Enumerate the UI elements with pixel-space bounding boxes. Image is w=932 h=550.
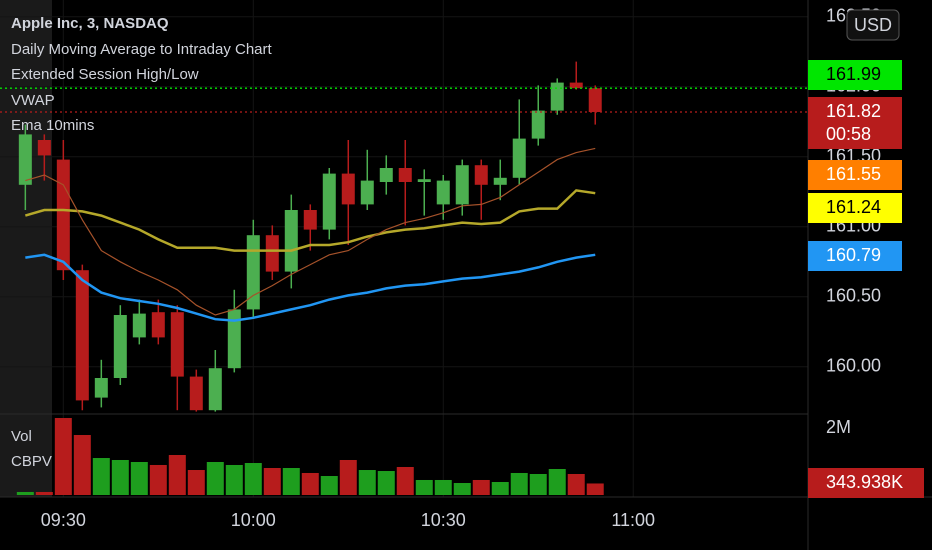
volume-bar: [339, 459, 357, 495]
legend-entry: Vol: [11, 428, 32, 445]
volume-bar: [187, 470, 205, 495]
volume-bar: [92, 458, 110, 495]
candle-body: [531, 110, 545, 139]
volume-bar: [472, 479, 490, 495]
volume-bar: [149, 464, 167, 495]
price-tag: [808, 241, 902, 271]
volume-bar: [491, 482, 509, 495]
candle-body: [227, 309, 241, 369]
candle-body: [550, 82, 564, 111]
chart-title: Apple Inc, 3, NASDAQ: [11, 15, 169, 32]
volume-bar: [263, 468, 281, 495]
volume-bar: [320, 476, 338, 495]
candle-body: [569, 82, 583, 89]
y-tick-label: 160.50: [826, 286, 881, 306]
price-tag-label: 160.79: [826, 245, 881, 265]
candle-body: [417, 179, 431, 182]
price-tag: [808, 60, 902, 90]
volume-bar: [206, 462, 224, 495]
candle-body: [246, 235, 260, 310]
volume-bar: [453, 483, 471, 495]
candle-body: [588, 88, 602, 112]
candle-body: [37, 140, 51, 156]
candle-body: [18, 134, 32, 185]
volume-bar: [358, 470, 376, 495]
candle-body: [284, 210, 298, 272]
legend-entry: VWAP: [11, 92, 55, 109]
volume-bar: [16, 491, 34, 495]
legend-entry: Ema 10mins: [11, 117, 94, 134]
volume-bar: [35, 491, 53, 495]
volume-bar: [111, 459, 129, 495]
candle-body: [151, 312, 165, 338]
candle-body: [512, 138, 526, 178]
volume-bar: [377, 471, 395, 495]
candle-body: [398, 168, 412, 182]
volume-bar: [54, 418, 72, 495]
candle-body: [303, 210, 317, 230]
candle-body: [208, 368, 222, 411]
volume-tag-label: 343.938K: [826, 472, 903, 492]
volume-bar: [282, 468, 300, 495]
currency-button[interactable]: [846, 9, 900, 41]
candle-body: [75, 270, 89, 401]
indicator-line: [25, 253, 596, 322]
candle-body: [322, 173, 336, 230]
candle-body: [360, 180, 374, 205]
candle-body: [436, 180, 450, 205]
volume-bar: [586, 483, 604, 495]
candle-body: [94, 378, 108, 398]
volume-bar: [301, 472, 319, 495]
axis: 160.00160.50161.00161.50162.00162.5009:3…: [41, 6, 924, 530]
x-tick-label: 10:00: [231, 510, 276, 530]
candle-body: [189, 376, 203, 411]
legend-entry: CBPV: [11, 453, 52, 470]
x-tick-label: 09:30: [41, 510, 86, 530]
countdown-label: 00:58: [826, 124, 871, 144]
plot: [0, 61, 808, 495]
volume-bar: [415, 479, 433, 495]
y-tick-label: 160.00: [826, 356, 881, 376]
price-tag: [808, 160, 902, 190]
indicator-line: [24, 189, 596, 252]
candle-body: [113, 315, 127, 378]
x-tick-label: 11:00: [611, 510, 655, 530]
currency-label: USD: [854, 15, 892, 35]
x-tick-label: 10:30: [421, 510, 466, 530]
candle-body: [170, 312, 184, 377]
volume-bar: [225, 464, 243, 495]
candle-body: [379, 168, 393, 182]
volume-bar: [434, 479, 452, 495]
candle-body: [265, 235, 279, 272]
legend-entry: Extended Session High/Low: [11, 66, 199, 83]
price-tag: [808, 97, 902, 149]
candle-body: [493, 177, 507, 185]
volume-tick-label: 2M: [826, 417, 851, 437]
price-tag: [808, 193, 902, 223]
price-tag-label: 161.24: [826, 197, 881, 217]
volume-bar: [548, 469, 566, 495]
indicator-line: [25, 147, 596, 316]
price-tag-label: 161.82: [826, 101, 881, 121]
volume-bar: [529, 473, 547, 495]
price-tag-label: 161.99: [826, 64, 881, 84]
candle-body: [132, 313, 146, 338]
volume-bar: [567, 473, 585, 495]
volume-bar: [168, 455, 186, 495]
volume-bar: [510, 472, 528, 495]
candle-body: [56, 159, 70, 271]
volume-bar: [130, 462, 148, 495]
candle-body: [474, 165, 488, 185]
legend-entry: Daily Moving Average to Intraday Chart: [11, 41, 273, 58]
candle-body: [341, 173, 355, 205]
volume-bar: [396, 466, 414, 495]
volume-bar: [73, 435, 91, 495]
candle-body: [455, 165, 469, 205]
volume-bar: [244, 463, 262, 495]
price-tag-label: 161.55: [826, 164, 881, 184]
volume-tag: [808, 468, 924, 498]
